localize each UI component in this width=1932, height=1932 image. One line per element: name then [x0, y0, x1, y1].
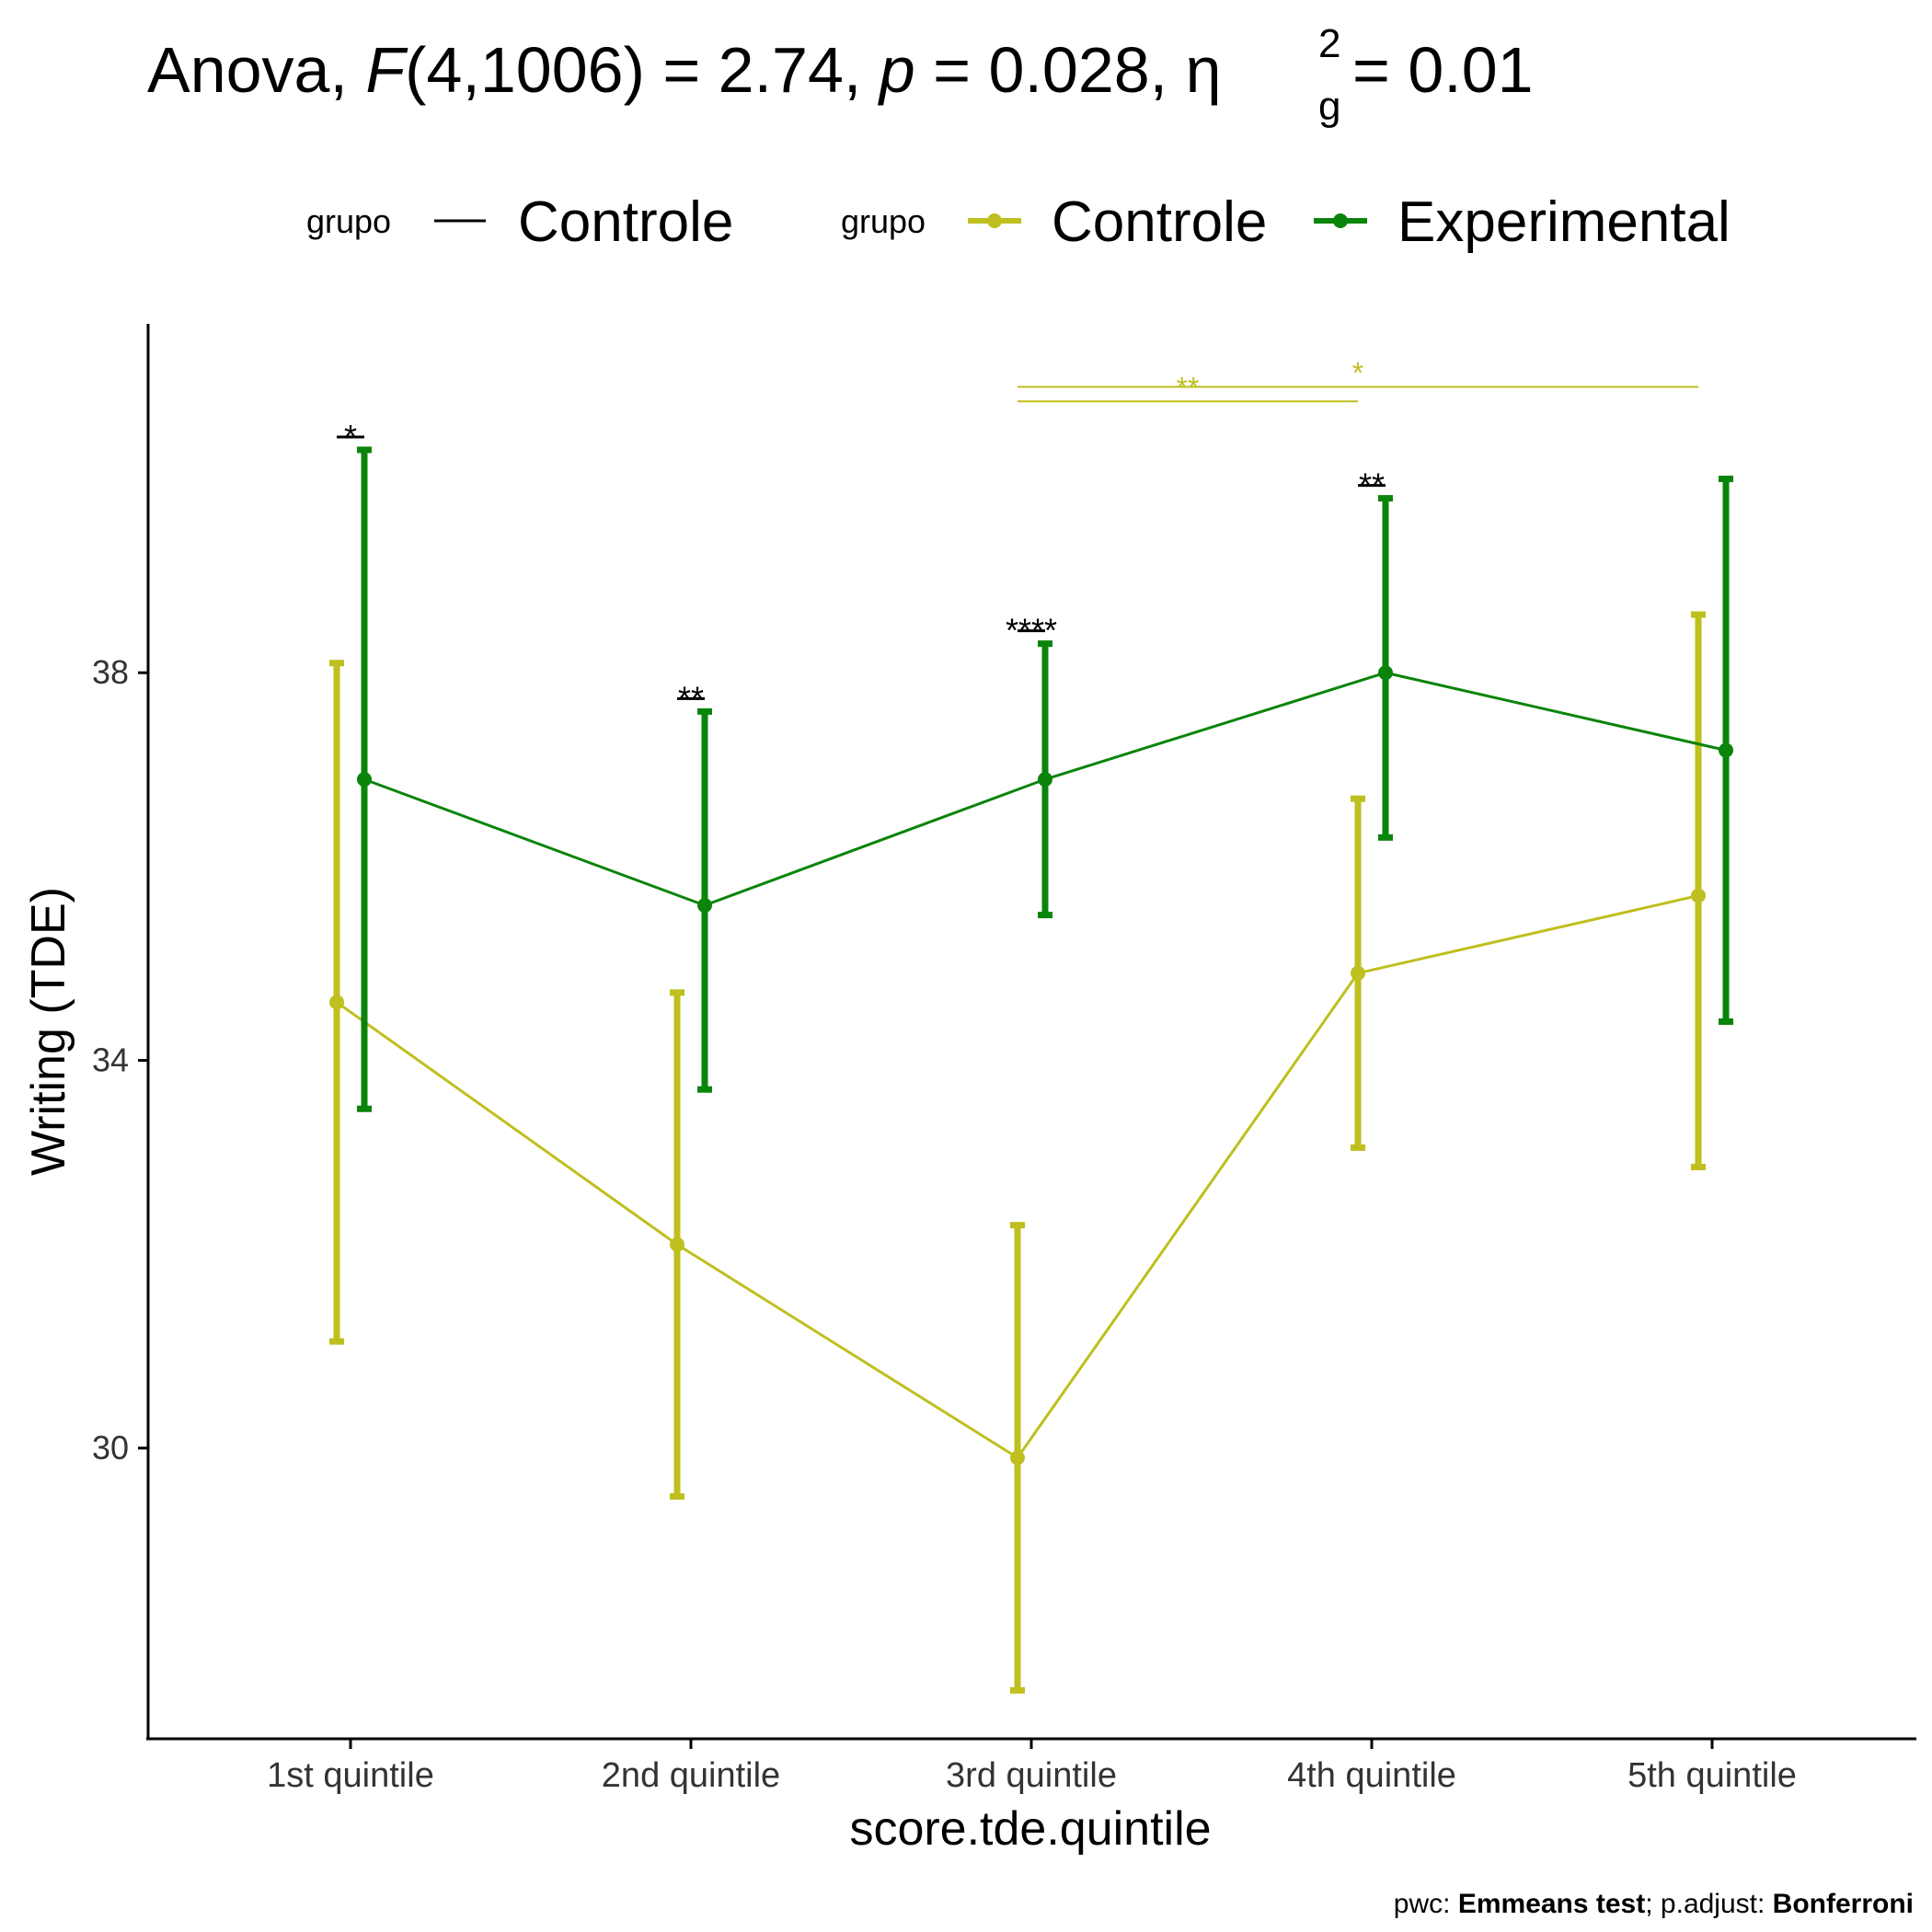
legend: grupo Controle grupo Controle Experiment… — [306, 190, 1731, 254]
caption: pwc: Emmeans test; p.adjust: Bonferroni — [1394, 1889, 1914, 1919]
legend-title-points: grupo — [841, 202, 926, 240]
title-p-letter: p — [878, 34, 915, 106]
title-eta-sup: 2 — [1318, 21, 1340, 66]
title-eta-value: = 0.01 — [1352, 34, 1534, 106]
caption-test: Emmeans test — [1458, 1889, 1645, 1919]
chart-title: Anova, F(4,1006) = 2.74, p = 0.028, η — [147, 34, 1222, 106]
legend-label-controle: Controle — [1052, 190, 1267, 254]
pairwise-bracket-label: * — [1352, 356, 1363, 389]
group-annotation-label: ** — [1359, 466, 1385, 504]
legend-label-experimental: Experimental — [1397, 190, 1731, 254]
experimental-point — [357, 772, 372, 788]
controle-point — [329, 995, 344, 1010]
caption-method: Bonferroni — [1773, 1889, 1914, 1919]
title-eta-sub: g — [1318, 84, 1340, 129]
experimental-point — [1378, 665, 1393, 681]
annotation-layer: *********** * — [337, 356, 1698, 717]
x-tick-label: 4th quintile — [1287, 1756, 1456, 1795]
group-annotation-label: **** — [1006, 612, 1057, 650]
controle-point — [1010, 1450, 1025, 1466]
x-ticks: 1st quintile 2nd quintile 3rd quintile 4th … — [267, 1739, 1797, 1795]
experimental-point — [697, 898, 712, 914]
x-axis-label: score.tde.quintile — [849, 1802, 1211, 1856]
x-tick-label: 5th quintile — [1627, 1756, 1797, 1795]
group-annotation-label: * — [344, 418, 357, 455]
y-tick-label: 38 — [92, 653, 129, 691]
caption-prefix: pwc: — [1394, 1889, 1458, 1919]
y-axis-label: Writing (TDE) — [22, 887, 75, 1176]
legend-title-line: grupo — [306, 202, 391, 240]
controle-point — [670, 1236, 684, 1252]
y-tick-label: 34 — [92, 1041, 129, 1079]
y-ticks: 30 34 38 — [92, 653, 148, 1466]
title-eta: η — [1186, 34, 1222, 106]
legend-line-key-label: Controle — [518, 190, 733, 254]
series-layer — [329, 446, 1733, 1694]
legend-key-controle-point — [987, 213, 1002, 228]
legend-key-experimental-point — [1333, 213, 1348, 228]
x-tick-label: 3rd quintile — [946, 1756, 1117, 1795]
experimental-point — [1719, 742, 1733, 758]
caption-middle: ; p.adjust: — [1645, 1889, 1772, 1919]
title-f-args: (4,1006) = 2.74, — [405, 34, 880, 106]
controle-point — [1691, 888, 1706, 903]
title-p-value: = 0.028, — [915, 34, 1186, 106]
x-tick-label: 1st quintile — [267, 1756, 434, 1795]
y-tick-label: 30 — [92, 1429, 129, 1466]
title-pre: Anova, — [147, 34, 365, 106]
x-tick-label: 2nd quintile — [602, 1756, 780, 1795]
group-annotation-label: ** — [678, 679, 704, 717]
controle-point — [1351, 965, 1365, 981]
experimental-point — [1038, 772, 1052, 788]
title-f-letter: F — [365, 34, 408, 106]
